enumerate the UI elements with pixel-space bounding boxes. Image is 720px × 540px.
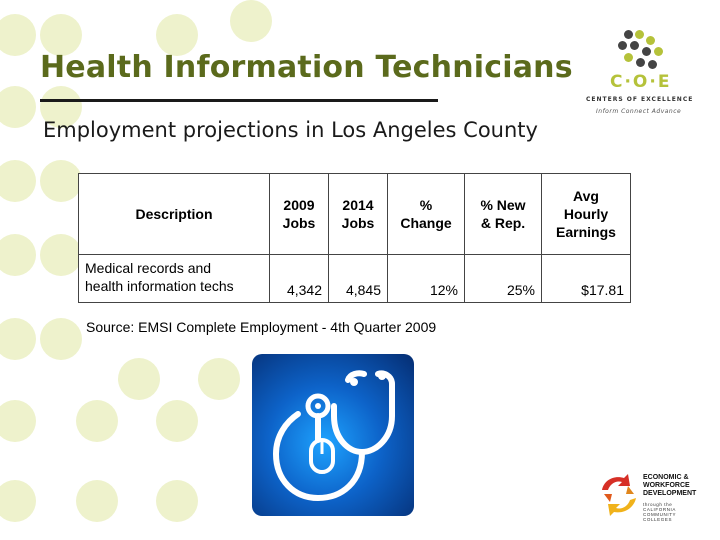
header-pct-new-rep: % New & Rep. — [464, 173, 542, 255]
coe-logo-mark: C·O·E — [610, 72, 672, 92]
header-description: Description — [78, 173, 270, 255]
slide-subtitle: Employment projections in Los Angeles Co… — [43, 118, 538, 142]
title-divider — [40, 99, 438, 102]
background-dot-pattern — [0, 0, 272, 540]
header-2009-jobs: 2009 Jobs — [269, 173, 329, 255]
slide-title: Health Information Technicians — [40, 50, 573, 85]
source-note: Source: EMSI Complete Employment - 4th Q… — [86, 319, 437, 335]
coe-dots-mark — [618, 28, 668, 72]
table-header-row: Description 2009 Jobs 2014 Jobs % Change % … — [78, 173, 631, 255]
cell-pct-change: 12% — [387, 254, 465, 303]
coe-logo: C·O·E CENTERS OF EXCELLENCE Inform Conne… — [582, 28, 700, 124]
cell-2009-jobs: 4,342 — [269, 254, 329, 303]
header-2014-jobs: 2014 Jobs — [328, 173, 388, 255]
coe-logo-tagline: Inform Connect Advance — [596, 108, 682, 115]
coe-logo-name: CENTERS OF EXCELLENCE — [586, 96, 694, 103]
header-avg-hourly: Avg Hourly Earnings — [541, 173, 631, 255]
header-pct-change: % Change — [387, 173, 465, 255]
table-row: Medical records and health information te… — [78, 254, 631, 303]
employment-table: Description 2009 Jobs 2014 Jobs % Change % … — [78, 173, 631, 303]
stethoscope-mouse-icon — [252, 354, 414, 516]
ewd-arrows-icon — [602, 474, 636, 516]
ewd-logo-title: ECONOMIC & WORKFORCE DEVELOPMENT — [643, 474, 697, 497]
economic-workforce-development-logo: ECONOMIC & WORKFORCE DEVELOPMENT through t… — [598, 472, 712, 526]
ewd-logo-subtitle: through the CALIFORNIA COMMUNITY COLLEGES — [643, 502, 677, 522]
cell-description: Medical records and health information te… — [78, 254, 270, 303]
cell-pct-new-rep: 25% — [464, 254, 542, 303]
cell-2014-jobs: 4,845 — [328, 254, 388, 303]
cell-avg-hourly: $17.81 — [541, 254, 631, 303]
